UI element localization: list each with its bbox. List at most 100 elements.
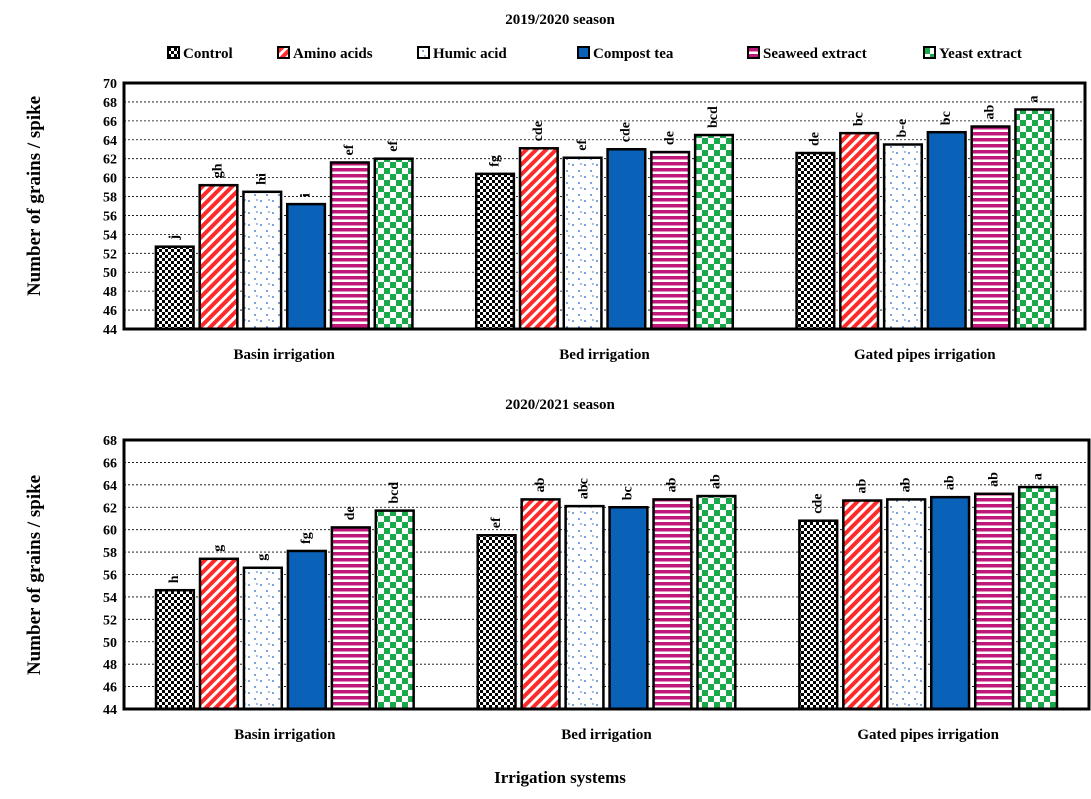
- bar: [696, 494, 737, 711]
- y-tick-label: 52: [103, 613, 117, 628]
- bar: [1014, 108, 1055, 331]
- bar: [154, 588, 196, 711]
- plot-frame: [122, 438, 1091, 711]
- y-tick-label: 52: [103, 247, 117, 262]
- legend-label: Amino acids: [293, 46, 373, 62]
- significance-label: bc: [851, 112, 866, 126]
- y-tick-label: 60: [103, 172, 117, 187]
- significance-label: de: [343, 506, 358, 520]
- y-tick-label: 54: [103, 228, 117, 243]
- bar: [1017, 485, 1059, 711]
- legend-swatch: [417, 46, 430, 59]
- significance-label: cde: [619, 122, 634, 142]
- significance-label: ab: [533, 477, 548, 492]
- significance-label: hi: [254, 173, 269, 185]
- legend-swatch: [747, 46, 760, 59]
- y-tick-label: 70: [103, 77, 117, 92]
- x-axis-label: Irrigation systems: [494, 768, 626, 787]
- y-tick-label: 58: [103, 191, 117, 206]
- significance-label: de: [808, 132, 823, 146]
- legend-swatch: [277, 46, 290, 59]
- bar: [518, 147, 559, 331]
- significance-label: ef: [386, 140, 401, 151]
- legend-label: Control: [183, 46, 233, 62]
- bar: [198, 557, 240, 711]
- plot-frame: [122, 81, 1087, 331]
- category-label: Gated pipes irrigation: [854, 347, 996, 363]
- bar: [198, 183, 239, 331]
- bar: [652, 498, 693, 711]
- bar: [886, 498, 927, 711]
- bar: [798, 519, 839, 711]
- bar: [795, 151, 836, 331]
- category-label: Bed irrigation: [561, 727, 652, 743]
- bar: [929, 495, 971, 711]
- y-tick-label: 64: [103, 479, 117, 494]
- category-label: Bed irrigation: [559, 347, 650, 363]
- category-label: Gated pipes irrigation: [857, 727, 999, 743]
- y-tick-label: 68: [103, 96, 117, 111]
- y-tick-label: 64: [103, 134, 117, 149]
- bar: [926, 130, 967, 331]
- y-tick-label: 44: [103, 323, 117, 338]
- bar: [608, 506, 649, 711]
- significance-label: j: [167, 235, 182, 241]
- bar: [154, 245, 195, 331]
- chart1-y-axis-label: Number of grains / spike: [24, 96, 45, 296]
- bar: [520, 498, 561, 711]
- significance-label: ab: [854, 479, 869, 494]
- bar: [564, 504, 605, 711]
- bar: [286, 549, 327, 711]
- y-tick-label: 56: [103, 209, 117, 224]
- significance-label: ef: [342, 144, 357, 155]
- legend-label: Seaweed extract: [763, 46, 867, 62]
- significance-label: b-e: [895, 119, 910, 138]
- bar: [329, 161, 370, 331]
- legend-label: Yeast extract: [939, 46, 1022, 62]
- significance-label: bcd: [706, 106, 721, 128]
- significance-label: ab: [986, 472, 1001, 487]
- significance-label: a: [1030, 473, 1045, 480]
- bar: [242, 190, 283, 331]
- significance-label: fg: [487, 155, 502, 167]
- significance-label: fg: [299, 532, 314, 544]
- legend-label: Compost tea: [593, 46, 674, 62]
- chart1-title: 2019/2020 season: [505, 12, 615, 28]
- legend-swatch: [923, 46, 936, 59]
- bar: [970, 125, 1011, 331]
- y-tick-label: 46: [103, 304, 117, 319]
- bar: [842, 499, 883, 711]
- bar: [882, 143, 924, 331]
- y-tick-label: 66: [103, 115, 117, 130]
- bar: [606, 147, 647, 331]
- y-tick-label: 58: [103, 546, 117, 561]
- bar: [373, 157, 414, 331]
- significance-label: ab: [983, 105, 998, 120]
- y-tick-label: 50: [103, 636, 117, 651]
- y-tick-label: 44: [103, 703, 117, 718]
- y-tick-label: 68: [103, 434, 117, 449]
- significance-label: g: [211, 545, 226, 552]
- bar: [374, 509, 415, 711]
- bar: [330, 526, 371, 711]
- y-tick-label: 46: [103, 681, 117, 696]
- bar: [476, 534, 517, 711]
- significance-label: bcd: [387, 482, 402, 504]
- bar: [839, 131, 880, 331]
- y-tick-label: 54: [103, 591, 117, 606]
- y-tick-label: 48: [103, 658, 117, 673]
- significance-label: g: [255, 554, 270, 561]
- significance-label: ab: [709, 474, 724, 489]
- bar: [242, 566, 284, 711]
- bar: [285, 202, 327, 331]
- significance-label: de: [662, 131, 677, 145]
- bar: [973, 492, 1015, 711]
- significance-label: cde: [810, 493, 825, 513]
- chart2-title: 2020/2021 season: [505, 397, 615, 413]
- significance-label: h: [167, 575, 182, 583]
- legend-label: Humic acid: [433, 46, 507, 62]
- legend-swatch: [577, 46, 590, 59]
- significance-label: ef: [575, 140, 590, 151]
- y-tick-label: 60: [103, 524, 117, 539]
- significance-label: ab: [942, 475, 957, 490]
